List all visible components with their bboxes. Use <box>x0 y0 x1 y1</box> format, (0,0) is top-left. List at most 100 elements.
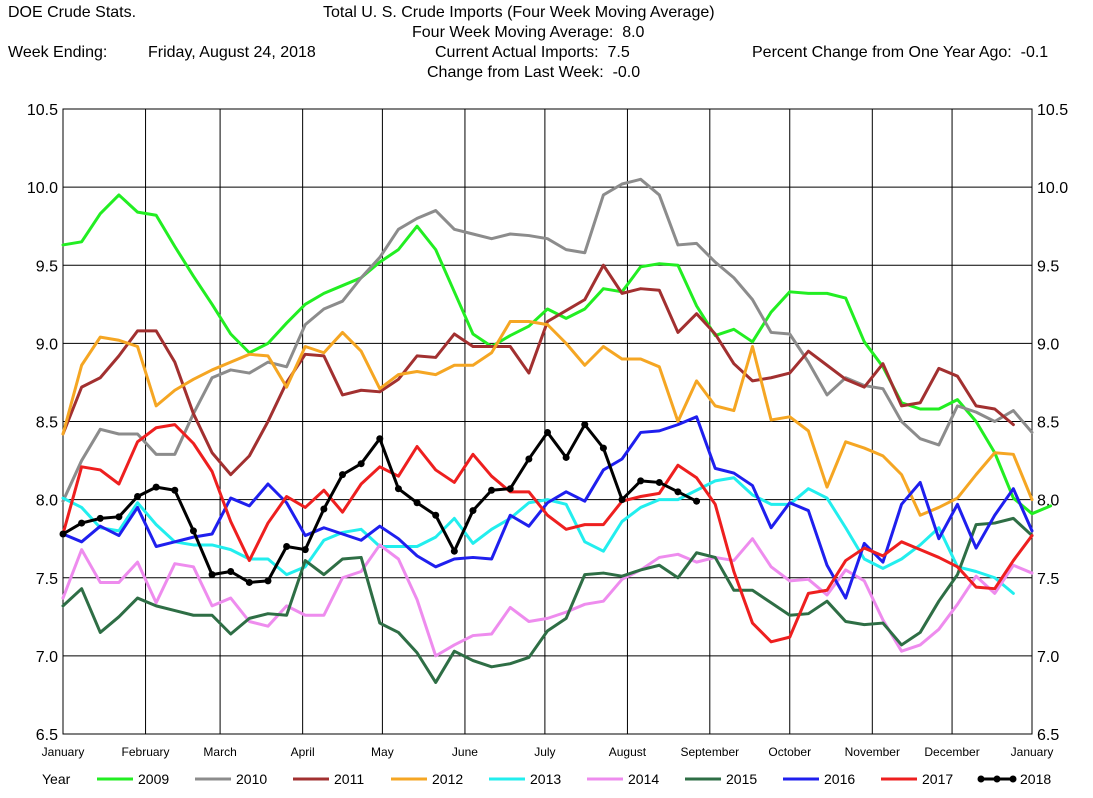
data-point-2018 <box>227 568 235 575</box>
y-tick-label-right: 10.5 <box>1037 102 1068 119</box>
data-point-2018 <box>525 455 533 463</box>
data-point-2018 <box>96 514 104 522</box>
series-line-2011 <box>61 263 1015 477</box>
data-point-2018 <box>450 547 458 555</box>
data-point-2018 <box>693 497 701 505</box>
data-point-2018 <box>674 488 682 496</box>
data-point-2018 <box>357 460 365 468</box>
data-point-2018 <box>78 519 86 527</box>
data-point-2018 <box>171 486 179 494</box>
four-week-average-label: Four Week Moving Average: <box>412 24 614 41</box>
legend-label-2016: 2016 <box>824 771 855 787</box>
data-point-2018 <box>562 453 570 461</box>
data-point-2018 <box>59 530 67 538</box>
y-tick-label-right: 7.5 <box>1037 571 1059 588</box>
data-point-2018 <box>264 577 272 585</box>
y-tick-label-right: 9.5 <box>1037 258 1059 275</box>
y-tick-label-left: 7.0 <box>36 649 58 666</box>
chart-series <box>59 177 1053 684</box>
series-line-2017 <box>61 423 1034 644</box>
four-week-average: Four Week Moving Average: 8.0 <box>412 23 644 43</box>
weekly-change-value: -0.0 <box>612 64 641 81</box>
data-point-2018 <box>376 435 384 443</box>
data-point-2018 <box>544 428 551 436</box>
data-point-2018 <box>283 543 291 550</box>
x-axis-ticks: January February March April May June July Augu… <box>42 745 1054 759</box>
weekly-change-label: Change from Last Week: <box>427 64 604 81</box>
legend-marker-2018 <box>993 775 1001 783</box>
legend-label-2011: 2011 <box>334 771 364 787</box>
week-ending-label: Week Ending: <box>8 44 108 61</box>
four-week-average-value: 8.0 <box>622 24 645 41</box>
series-line-2010 <box>61 177 1034 503</box>
percent-change-label: Percent Change from One Year Ago: <box>752 44 1012 61</box>
y-tick-label-right: 8.0 <box>1037 493 1059 510</box>
data-point-2018 <box>599 444 607 452</box>
data-point-2018 <box>581 421 589 429</box>
data-point-2018 <box>618 496 626 504</box>
data-point-2018 <box>339 471 347 479</box>
data-point-2018 <box>134 493 142 500</box>
data-point-2018 <box>488 486 496 494</box>
y-tick-label-right: 10.0 <box>1037 180 1068 197</box>
x-tick-label: December <box>924 745 979 759</box>
y-tick-label-left: 10.0 <box>27 180 58 197</box>
data-point-2018 <box>115 513 123 521</box>
data-point-2018 <box>413 499 421 507</box>
legend-label-2009: 2009 <box>138 771 169 787</box>
data-point-2018 <box>189 527 197 535</box>
legend-label-2010: 2010 <box>236 771 267 787</box>
series-line-2012 <box>61 320 1034 517</box>
x-tick-label: March <box>203 745 236 759</box>
percent-change-value: -0.1 <box>1020 44 1049 61</box>
data-point-2018 <box>320 505 328 513</box>
y-tick-label-right: 7.0 <box>1037 649 1059 666</box>
legend-marker-2018 <box>977 775 985 783</box>
y-tick-label-left: 6.5 <box>36 727 58 744</box>
legend-marker-2018 <box>1009 775 1017 783</box>
data-point-2018 <box>152 483 160 491</box>
x-tick-label: September <box>680 745 739 759</box>
chart-grid <box>62 108 1033 735</box>
y-tick-label-right: 9.0 <box>1037 336 1059 353</box>
data-point-2018 <box>432 511 440 519</box>
series-line-2014 <box>61 537 1034 658</box>
x-tick-label: June <box>452 745 478 759</box>
data-point-2018 <box>506 485 514 493</box>
data-point-2018 <box>655 478 663 486</box>
week-ending: Week Ending: Friday, August 24, 2018 <box>8 43 316 63</box>
x-tick-label: February <box>122 745 170 759</box>
current-imports-label: Current Actual Imports: <box>435 44 599 61</box>
legend-label-2012: 2012 <box>432 771 463 787</box>
current-imports-value: 7.5 <box>607 44 630 61</box>
y-tick-label-left: 7.5 <box>36 571 58 588</box>
legend-label-2013: 2013 <box>530 771 561 787</box>
y-axis-ticks: 6.5 6.5 7.0 7.0 7.5 7.5 8.0 8.0 8.5 8.5 9.0 9.0 9.5 9… <box>27 102 1068 744</box>
y-tick-label-right: 8.5 <box>1037 415 1059 432</box>
legend-label-2015: 2015 <box>726 771 757 787</box>
x-tick-label: January <box>42 745 85 759</box>
data-point-2018 <box>208 571 216 579</box>
x-tick-label: October <box>768 745 811 759</box>
legend-title: Year <box>42 771 71 787</box>
x-tick-label: January <box>1011 745 1054 759</box>
y-tick-label-left: 8.5 <box>36 415 58 432</box>
week-ending-value: Friday, August 24, 2018 <box>148 44 316 61</box>
x-tick-label: April <box>291 745 315 759</box>
y-tick-label-left: 10.5 <box>27 102 58 119</box>
percent-change: Percent Change from One Year Ago: -0.1 <box>752 43 1048 63</box>
data-point-2018 <box>394 485 402 493</box>
plot-frame <box>62 108 1033 735</box>
x-tick-label: August <box>609 745 647 759</box>
data-point-2018 <box>301 546 309 554</box>
y-tick-label-left: 8.0 <box>36 493 58 510</box>
y-tick-label-left: 9.5 <box>36 258 58 275</box>
legend-label-2014: 2014 <box>628 771 659 787</box>
legend-label-2017: 2017 <box>922 771 953 787</box>
data-point-2018 <box>245 578 253 586</box>
x-tick-label: November <box>845 745 900 759</box>
data-point-2018 <box>637 477 645 485</box>
series-line-2015 <box>61 516 1034 684</box>
y-tick-label-right: 6.5 <box>1037 727 1059 744</box>
